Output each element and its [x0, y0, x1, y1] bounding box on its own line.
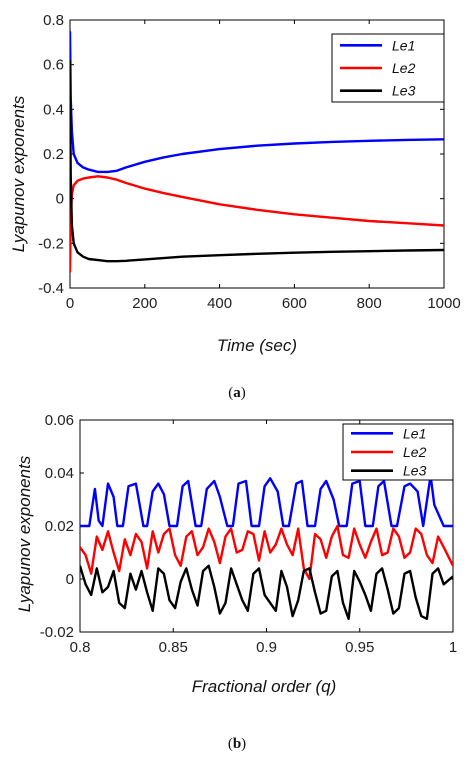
- chart-b-xtick-label: 0.95: [345, 639, 374, 656]
- chart-b-xlabel: Fractional order (q): [192, 677, 337, 696]
- chart-b-xtick-label: 0.8: [70, 639, 91, 656]
- chart-a-ytick-label: 0: [56, 191, 64, 208]
- chart-a-legend-label-le2: Le2: [392, 60, 416, 76]
- chart-b-ytick-label: -0.02: [40, 624, 74, 641]
- chart-a-legend-label-le3: Le3: [392, 83, 416, 99]
- chart-b-legend-label-le3: Le3: [403, 463, 427, 479]
- chart-b-series-le2: [80, 524, 453, 581]
- chart-a-legend: Le1 Le2 Le3: [331, 33, 445, 103]
- chart-a-series-le1: [70, 31, 444, 174]
- chart-b-ytick-label: 0.02: [45, 518, 74, 535]
- caption-b-close: ): [241, 736, 246, 752]
- chart-a-plot-area: 0 200 400 600 800 1000 -0.4 -0.2 0 0.2 0.4 0.6 0.8 Le…: [38, 12, 461, 312]
- chart-a-legend-label-le1: Le1: [392, 37, 415, 53]
- chart-a-ylabel: Lyapunov exponents: [9, 95, 28, 252]
- chart-a-xtick-label: 600: [282, 295, 307, 312]
- chart-a-xtick-label: 200: [132, 295, 157, 312]
- chart-a-ytick-label: 0.4: [43, 101, 64, 118]
- chart-a-xtick-label: 1000: [427, 295, 460, 312]
- chart-b-ytick-label: 0: [66, 571, 74, 588]
- caption-a: (a): [228, 385, 246, 401]
- caption-a-close: ): [241, 385, 246, 401]
- chart-b-legend-label-le1: Le1: [403, 425, 426, 441]
- chart-a: Lyapunov exponents Time (sec) 0 200 400 600…: [9, 12, 461, 355]
- chart-b-series-le3: [80, 564, 453, 620]
- caption-a-letter: a: [233, 385, 241, 401]
- chart-b-xtick-label: 0.9: [256, 639, 277, 656]
- chart-a-xtick-label: 0: [66, 295, 74, 312]
- caption-b-letter: b: [233, 736, 241, 752]
- chart-b-ytick-label: 0.06: [45, 412, 74, 429]
- caption-b: (b): [228, 736, 246, 752]
- chart-a-ytick-label: 0.8: [43, 12, 64, 29]
- chart-a-series-le2: [70, 175, 444, 273]
- chart-b-plot-area: 0.8 0.85 0.9 0.95 1-0.0200.020.040.06Le1Le2L…: [40, 412, 457, 656]
- chart-b-series-le1: [80, 474, 453, 528]
- chart-b-ytick-label: 0.04: [45, 465, 74, 482]
- chart-a-series-le3: [70, 60, 444, 263]
- chart-a-ytick-label: 0.2: [43, 146, 64, 163]
- chart-b-ylabel: Lyapunov exponents: [15, 455, 34, 612]
- caption-b-open: (: [228, 736, 233, 752]
- chart-a-ytick-label: 0.6: [43, 57, 64, 74]
- chart-a-ytick-label: -0.2: [38, 235, 64, 252]
- chart-a-xtick-label: 400: [207, 295, 232, 312]
- chart-b-xtick-label: 1: [449, 639, 457, 656]
- chart-a-xtick-label: 800: [357, 295, 382, 312]
- chart-b-xtick-label: 0.85: [159, 639, 188, 656]
- caption-a-open: (: [228, 385, 233, 401]
- chart-b: Lyapunov exponents Fractional order (q) …: [15, 412, 457, 696]
- chart-b-legend: Le1 Le2 Le3: [342, 423, 454, 481]
- chart-a-ytick-label: -0.4: [38, 280, 64, 297]
- chart-b-legend-label-le2: Le2: [403, 444, 427, 460]
- chart-a-xlabel: Time (sec): [217, 336, 297, 355]
